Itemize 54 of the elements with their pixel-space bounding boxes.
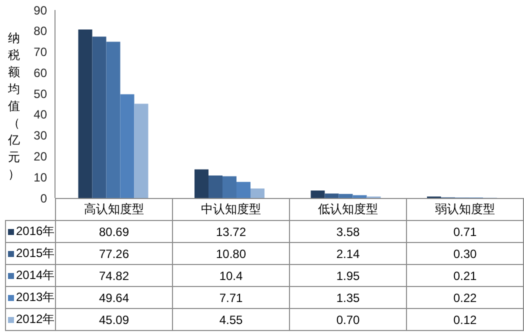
legend-label: 2015年 [16, 246, 55, 260]
y-tick-label: 20 [34, 149, 48, 164]
data-label: 0.12 [406, 308, 524, 330]
legend-label: 2012年 [16, 312, 55, 326]
bar [194, 169, 208, 198]
y-tick-label: 80 [34, 24, 48, 38]
data-label: 74.82 [56, 264, 172, 286]
data-label: 13.72 [172, 220, 290, 242]
x-tick-label: 低认知度型 [290, 198, 406, 220]
bar [236, 182, 250, 198]
data-label: 1.35 [290, 286, 406, 308]
y-tick-label: 50 [34, 86, 48, 101]
data-label: 49.64 [56, 286, 172, 308]
y-tick-label: 0 [40, 191, 48, 206]
data-label: 10.80 [172, 242, 290, 264]
bar [134, 104, 148, 198]
bar [324, 194, 339, 198]
legend-label: 2013年 [16, 290, 55, 304]
bar [78, 29, 92, 198]
y-tick-label: 40 [34, 108, 48, 122]
legend-label: 2014年 [16, 268, 55, 282]
data-label: 80.69 [56, 220, 172, 242]
bar [208, 175, 222, 198]
y-tick-label: 70 [34, 45, 48, 60]
bar [92, 36, 106, 198]
x-tick-label: 弱认知度型 [406, 198, 524, 220]
data-label: 2.14 [290, 242, 406, 264]
data-label: 0.21 [406, 264, 524, 286]
data-label: 10.4 [172, 264, 290, 286]
bar [250, 188, 264, 198]
data-label: 0.70 [290, 308, 406, 330]
bar [222, 176, 236, 198]
data-label: 0.30 [406, 242, 524, 264]
data-label: 3.58 [290, 220, 406, 242]
text: 纳税额均值（亿元） [8, 31, 20, 181]
data-label: 0.22 [406, 286, 524, 308]
data-label: 0.71 [406, 220, 524, 242]
legend-label: 2016年 [16, 224, 55, 238]
bar [352, 195, 367, 198]
bar [338, 194, 353, 198]
y-tick-label: 90 [34, 3, 48, 18]
data-label: 1.95 [290, 264, 406, 286]
data-label: 45.09 [56, 308, 172, 330]
y-tick-label: 60 [34, 66, 48, 80]
data-label: 4.55 [172, 308, 290, 330]
y-tick-label: 30 [34, 128, 48, 143]
data-label: 77.26 [56, 242, 172, 264]
data-label: 7.71 [172, 286, 290, 308]
bar [106, 42, 120, 198]
bar [310, 190, 325, 198]
x-tick-label: 高认知度型 [56, 198, 172, 220]
x-tick-label: 中认知度型 [172, 198, 290, 220]
y-tick-label: 10 [34, 170, 48, 184]
bar [120, 94, 134, 198]
